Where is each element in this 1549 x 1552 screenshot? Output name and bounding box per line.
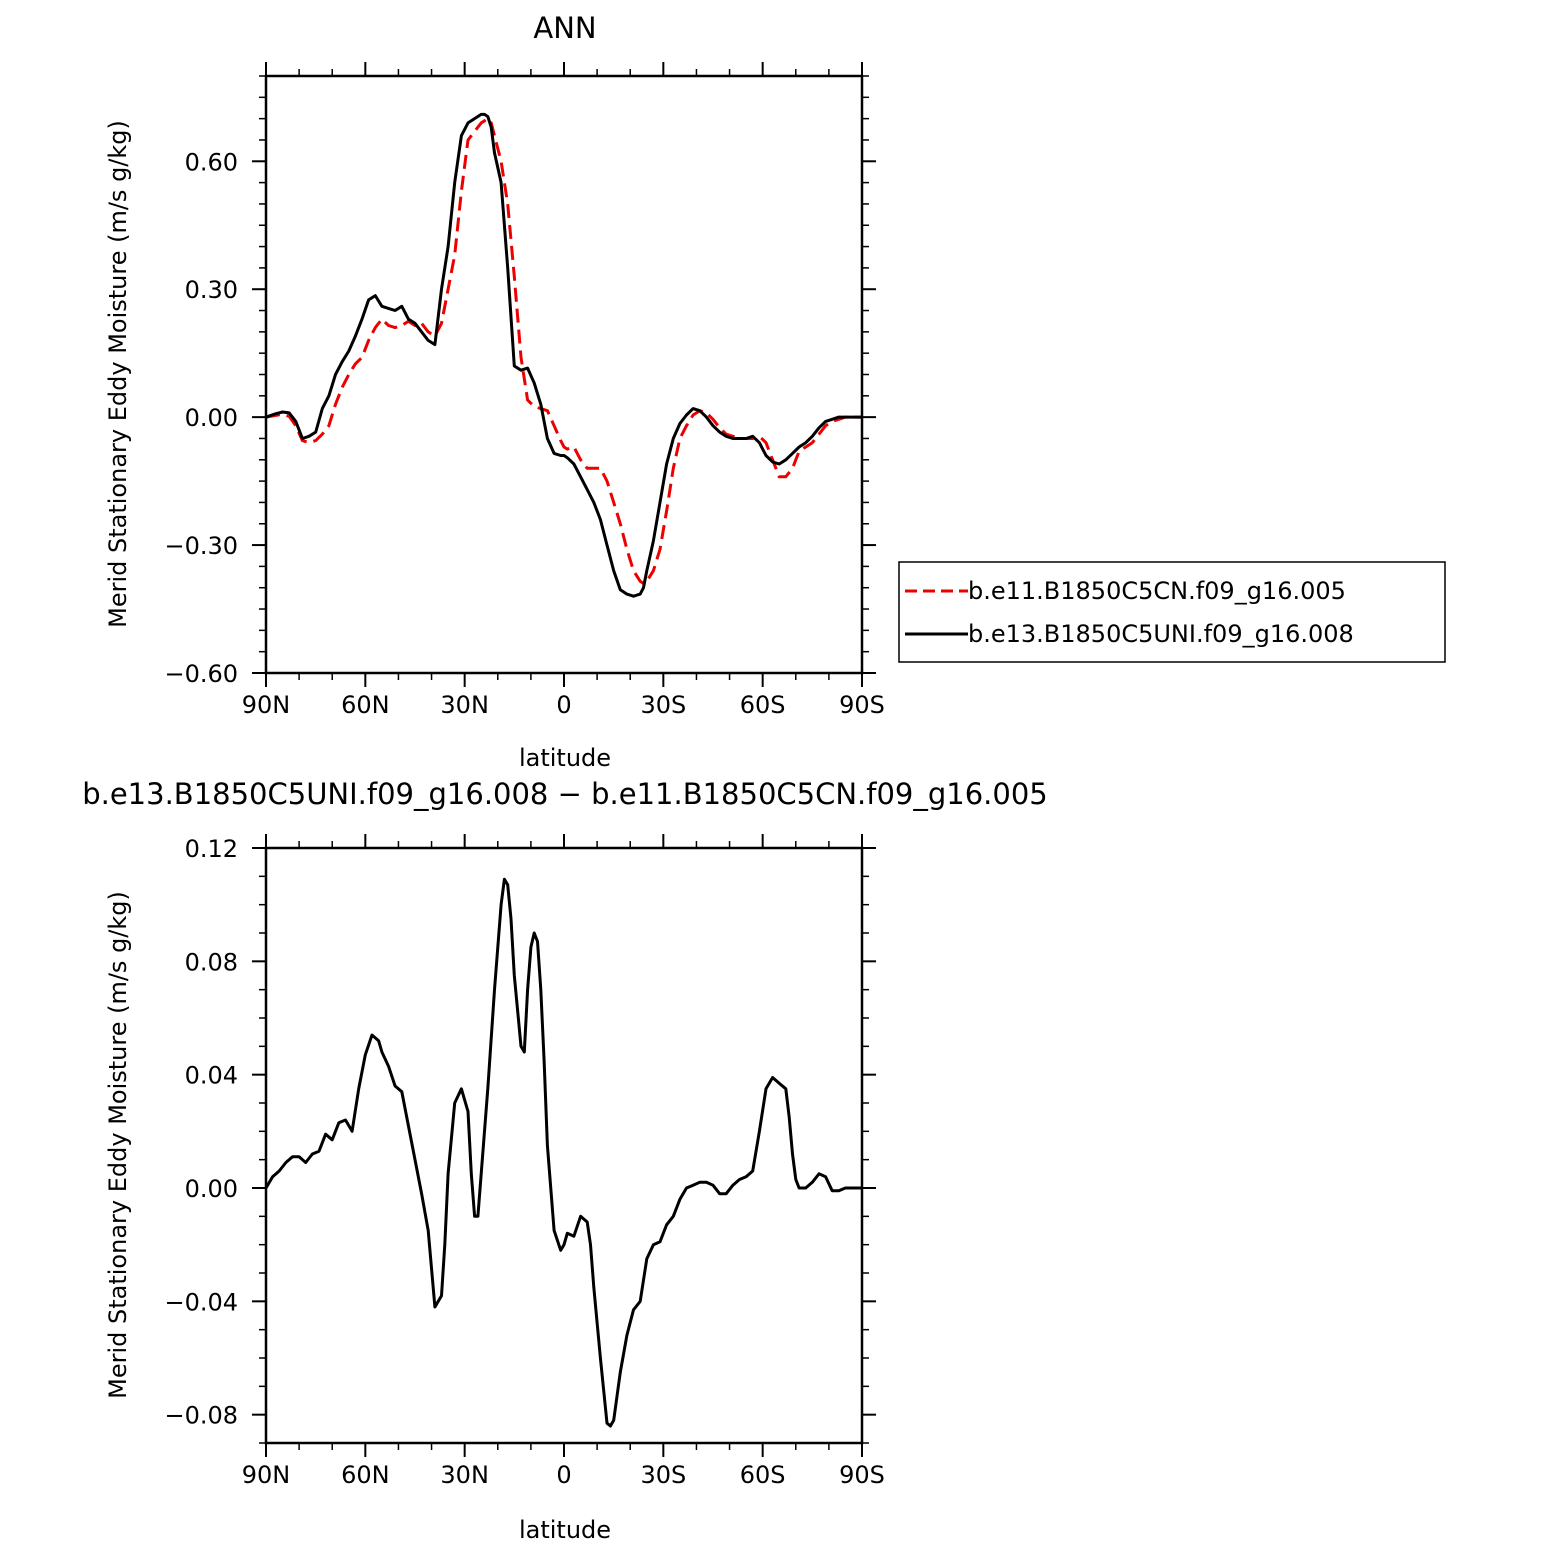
legend-label-series-2: b.e13.B1850C5UNI.f09_g16.008 xyxy=(968,620,1354,648)
top-panel-title: ANN xyxy=(533,11,596,45)
top-x-tick-label: 60S xyxy=(740,691,786,719)
bottom-panel: b.e13.B1850C5UNI.f09_g16.008 − b.e11.B18… xyxy=(82,777,1048,1544)
top-y-tick-label: 0.00 xyxy=(185,404,238,432)
top-series-line-2 xyxy=(265,112,862,598)
top-series-line-1 xyxy=(265,117,862,585)
bottom-x-tick-label: 60N xyxy=(341,1461,390,1489)
top-x-tick-label: 30N xyxy=(440,691,489,719)
bottom-x-tick-label: 0 xyxy=(556,1461,571,1489)
bottom-y-tick-label: −0.08 xyxy=(164,1402,238,1430)
bottom-y-axis-label: Merid Stationary Eddy Moisture (m/s g/kg… xyxy=(104,891,132,1399)
bottom-plot-frame xyxy=(264,846,864,1445)
top-x-tick-label: 0 xyxy=(556,691,571,719)
top-y-tick-label: −0.60 xyxy=(164,660,238,688)
top-y-tick-label: 0.60 xyxy=(185,148,238,176)
top-x-axis-label: latitude xyxy=(519,744,611,772)
bottom-x-tick-label: 60S xyxy=(740,1461,786,1489)
legend-box xyxy=(898,561,1446,663)
bottom-y-tick-label: 0.12 xyxy=(185,835,238,863)
top-plot-frame xyxy=(264,74,864,675)
bottom-panel-title: b.e13.B1850C5UNI.f09_g16.008 − b.e11.B18… xyxy=(82,777,1048,811)
bottom-x-axis-label: latitude xyxy=(519,1516,611,1544)
bottom-x-tick-label: 90N xyxy=(242,1461,291,1489)
bottom-y-tick-label: 0.08 xyxy=(185,948,238,976)
top-panel: ANN 90N 60N 30N 0 30S 60S 90S −0.60 −0.30 0.00 0.3… xyxy=(104,11,885,772)
bottom-y-tick-label: −0.04 xyxy=(164,1288,238,1316)
bottom-x-tick-label: 30N xyxy=(440,1461,489,1489)
top-x-tick-label: 90S xyxy=(839,691,885,719)
bottom-x-tick-label: 90S xyxy=(839,1461,885,1489)
top-x-tick-label: 30S xyxy=(640,691,686,719)
bottom-y-tick-label: 0.04 xyxy=(185,1062,238,1090)
top-y-axis-label: Merid Stationary Eddy Moisture (m/s g/kg… xyxy=(104,120,132,628)
top-y-tick-label: −0.30 xyxy=(164,532,238,560)
top-x-tick-label: 90N xyxy=(242,691,291,719)
top-x-tick-label: 60N xyxy=(341,691,390,719)
bottom-y-tick-label: 0.00 xyxy=(185,1175,238,1203)
top-y-tick-label: 0.30 xyxy=(185,276,238,304)
bottom-x-tick-label: 30S xyxy=(640,1461,686,1489)
bottom-series-line-1 xyxy=(264,877,862,1428)
legend-label-series-1: b.e11.B1850C5CN.f09_g16.005 xyxy=(968,577,1346,605)
legend: b.e11.B1850C5CN.f09_g16.005 b.e13.B1850C… xyxy=(898,561,1446,663)
